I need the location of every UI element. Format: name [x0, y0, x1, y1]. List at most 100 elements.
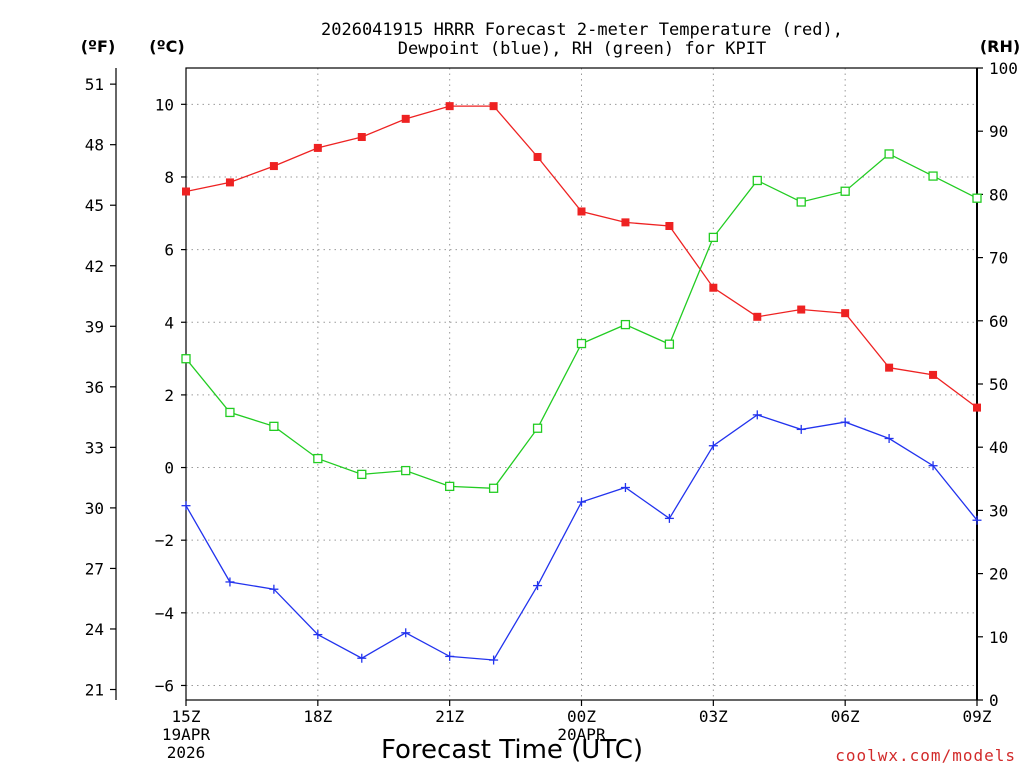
chart-title-line2: Dewpoint (blue), RH (green) for KPIT	[398, 39, 766, 59]
celsius-tick-label: −2	[155, 531, 174, 550]
x-tick-label: 21Z	[435, 707, 464, 726]
rh-point	[488, 483, 499, 493]
rh-point	[884, 149, 894, 159]
fahrenheit-unit-label: (ºF)	[81, 37, 116, 56]
rh-tick-label: 30	[989, 501, 1008, 520]
fahrenheit-tick-label: 39	[85, 317, 104, 336]
x-tick-date-label: 19APR	[162, 725, 211, 744]
rh-tick-label: 0	[989, 691, 999, 710]
rh-point	[620, 319, 631, 330]
celsius-tick-label: −4	[155, 604, 174, 623]
celsius-tick-label: 0	[164, 459, 174, 478]
rh-point	[445, 481, 455, 492]
series-layer	[181, 102, 982, 665]
rh-point	[840, 186, 850, 196]
fahrenheit-tick-label: 42	[85, 257, 104, 276]
temperature-point	[797, 305, 806, 314]
rh-point	[269, 421, 279, 431]
rh-tick-label: 20	[989, 565, 1008, 584]
temperature-point	[577, 207, 586, 216]
x-tick-label: 00Z	[567, 707, 596, 726]
rh-point	[708, 232, 718, 243]
dewpoint-point	[401, 628, 411, 638]
x-tick-label: 18Z	[303, 707, 332, 726]
dewpoint-point	[225, 577, 235, 587]
dewpoint-point	[577, 497, 586, 507]
rh-tick-label: 40	[989, 438, 1008, 457]
dewpoint-point	[620, 483, 630, 493]
x-tick-label: 03Z	[699, 707, 728, 726]
temperature-point	[182, 187, 190, 196]
temperature-point	[973, 403, 981, 412]
dewpoint-point	[489, 655, 499, 665]
rh-point	[357, 469, 367, 480]
temperature-point	[445, 102, 454, 111]
celsius-tick-label: 2	[164, 386, 174, 405]
x-tick-date-label: 20APR	[557, 725, 606, 744]
dewpoint-point	[357, 653, 367, 663]
rh-tick-label: 10	[989, 628, 1008, 647]
rh-tick-label: 50	[989, 375, 1008, 394]
temperature-point	[269, 162, 278, 171]
fahrenheit-tick-label: 48	[85, 136, 104, 155]
temperature-point	[621, 218, 630, 227]
chart-title-line1: 2026041915 HRRR Forecast 2-meter Tempera…	[321, 20, 843, 40]
dewpoint-point	[664, 513, 674, 523]
rh-tick-label: 70	[989, 249, 1008, 268]
dewpoint-point	[928, 461, 938, 471]
celsius-tick-label: 4	[164, 313, 174, 332]
rh-point	[928, 171, 938, 181]
x-tick-label: 06Z	[831, 707, 860, 726]
celsius-tick-label: 8	[164, 168, 174, 187]
rh-point	[752, 175, 762, 186]
credit-label: coolwx.com/models	[835, 746, 1016, 765]
fahrenheit-tick-label: 30	[85, 499, 104, 518]
rh-tick-label: 60	[989, 312, 1008, 331]
grid-lines	[186, 68, 977, 700]
dewpoint-point	[533, 581, 543, 591]
dewpoint-point	[313, 630, 323, 640]
temperature-point	[313, 143, 322, 152]
rh-series	[181, 149, 982, 493]
dewpoint-point	[269, 584, 279, 594]
dewpoint-point	[972, 515, 982, 525]
celsius-tick-label: 10	[155, 95, 174, 114]
rh-point	[796, 197, 806, 207]
celsius-tick-label: 6	[164, 241, 174, 260]
temperature-point	[357, 133, 366, 142]
axes: 2124273033363942454851−6−4−2024681001020…	[85, 59, 1018, 762]
x-tick-label: 09Z	[963, 707, 992, 726]
temperature-point	[841, 309, 850, 318]
rh-tick-label: 100	[989, 59, 1018, 78]
temperature-point	[533, 152, 542, 161]
rh-tick-label: 90	[989, 122, 1008, 141]
rh-point	[576, 338, 587, 349]
x-axis-title: Forecast Time (UTC)	[381, 735, 643, 765]
rh-point	[225, 407, 235, 418]
celsius-unit-label: (ºC)	[149, 37, 184, 56]
rh-point	[532, 423, 543, 433]
dewpoint-point	[708, 441, 718, 451]
fahrenheit-tick-label: 45	[85, 196, 104, 215]
x-tick-label: 15Z	[172, 707, 201, 726]
rh-unit-label: (RH)	[980, 37, 1020, 56]
dewpoint-series	[181, 410, 982, 665]
rh-point	[401, 465, 411, 476]
dewpoint-point	[181, 501, 191, 511]
temperature-point	[885, 363, 894, 372]
dewpoint-point	[752, 410, 762, 420]
fahrenheit-tick-label: 36	[85, 378, 104, 397]
x-tick-year-label: 2026	[167, 743, 206, 762]
temperature-point	[929, 370, 938, 379]
celsius-tick-label: −6	[155, 676, 174, 695]
fahrenheit-tick-label: 27	[85, 559, 104, 578]
fahrenheit-tick-label: 24	[85, 620, 104, 639]
fahrenheit-tick-label: 33	[85, 438, 104, 457]
dewpoint-point	[445, 651, 455, 661]
fahrenheit-tick-label: 51	[85, 75, 104, 94]
rh-point	[313, 453, 323, 464]
temperature-point	[665, 222, 674, 230]
rh-tick-label: 80	[989, 185, 1008, 204]
